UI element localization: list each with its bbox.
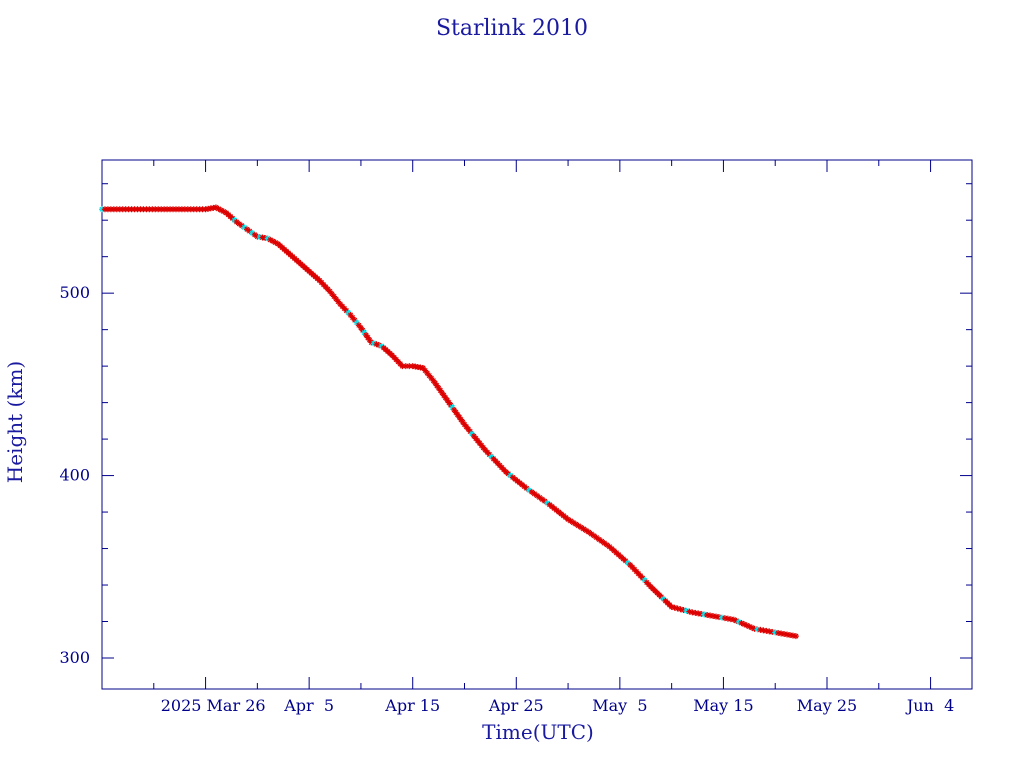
x-tick-label: Apr 15 <box>384 696 440 715</box>
x-tick-label: Jun 4 <box>905 696 954 715</box>
x-tick-label: 2025 Mar 26 <box>161 696 266 715</box>
x-tick-labels: 2025 Mar 26 Apr 5 Apr 15 Apr 25 May 5 May 15 M… <box>161 696 955 715</box>
chart-title: Starlink 2010 <box>435 16 589 41</box>
y-tick-label: 500 <box>59 283 90 302</box>
x-tick-label: Apr 25 <box>488 696 544 715</box>
y-tick-labels: 300 400 500 <box>59 283 90 667</box>
y-tick-label: 300 <box>59 648 90 667</box>
x-axis-label: Time(UTC) <box>482 720 594 744</box>
plot-frame <box>101 159 973 690</box>
data-point <box>465 426 472 433</box>
x-tick-label: May 5 <box>592 696 647 715</box>
data-point <box>792 633 799 640</box>
x-tick-label: May 15 <box>693 696 753 715</box>
y-tick-label: 400 <box>59 466 90 485</box>
y-axis-label: Height (km) <box>3 360 27 484</box>
x-tick-label: May 25 <box>797 696 857 715</box>
series-line <box>102 206 797 637</box>
axes-ticks <box>101 160 972 689</box>
series-markers <box>99 204 799 640</box>
x-tick-label: Apr 5 <box>283 696 334 715</box>
